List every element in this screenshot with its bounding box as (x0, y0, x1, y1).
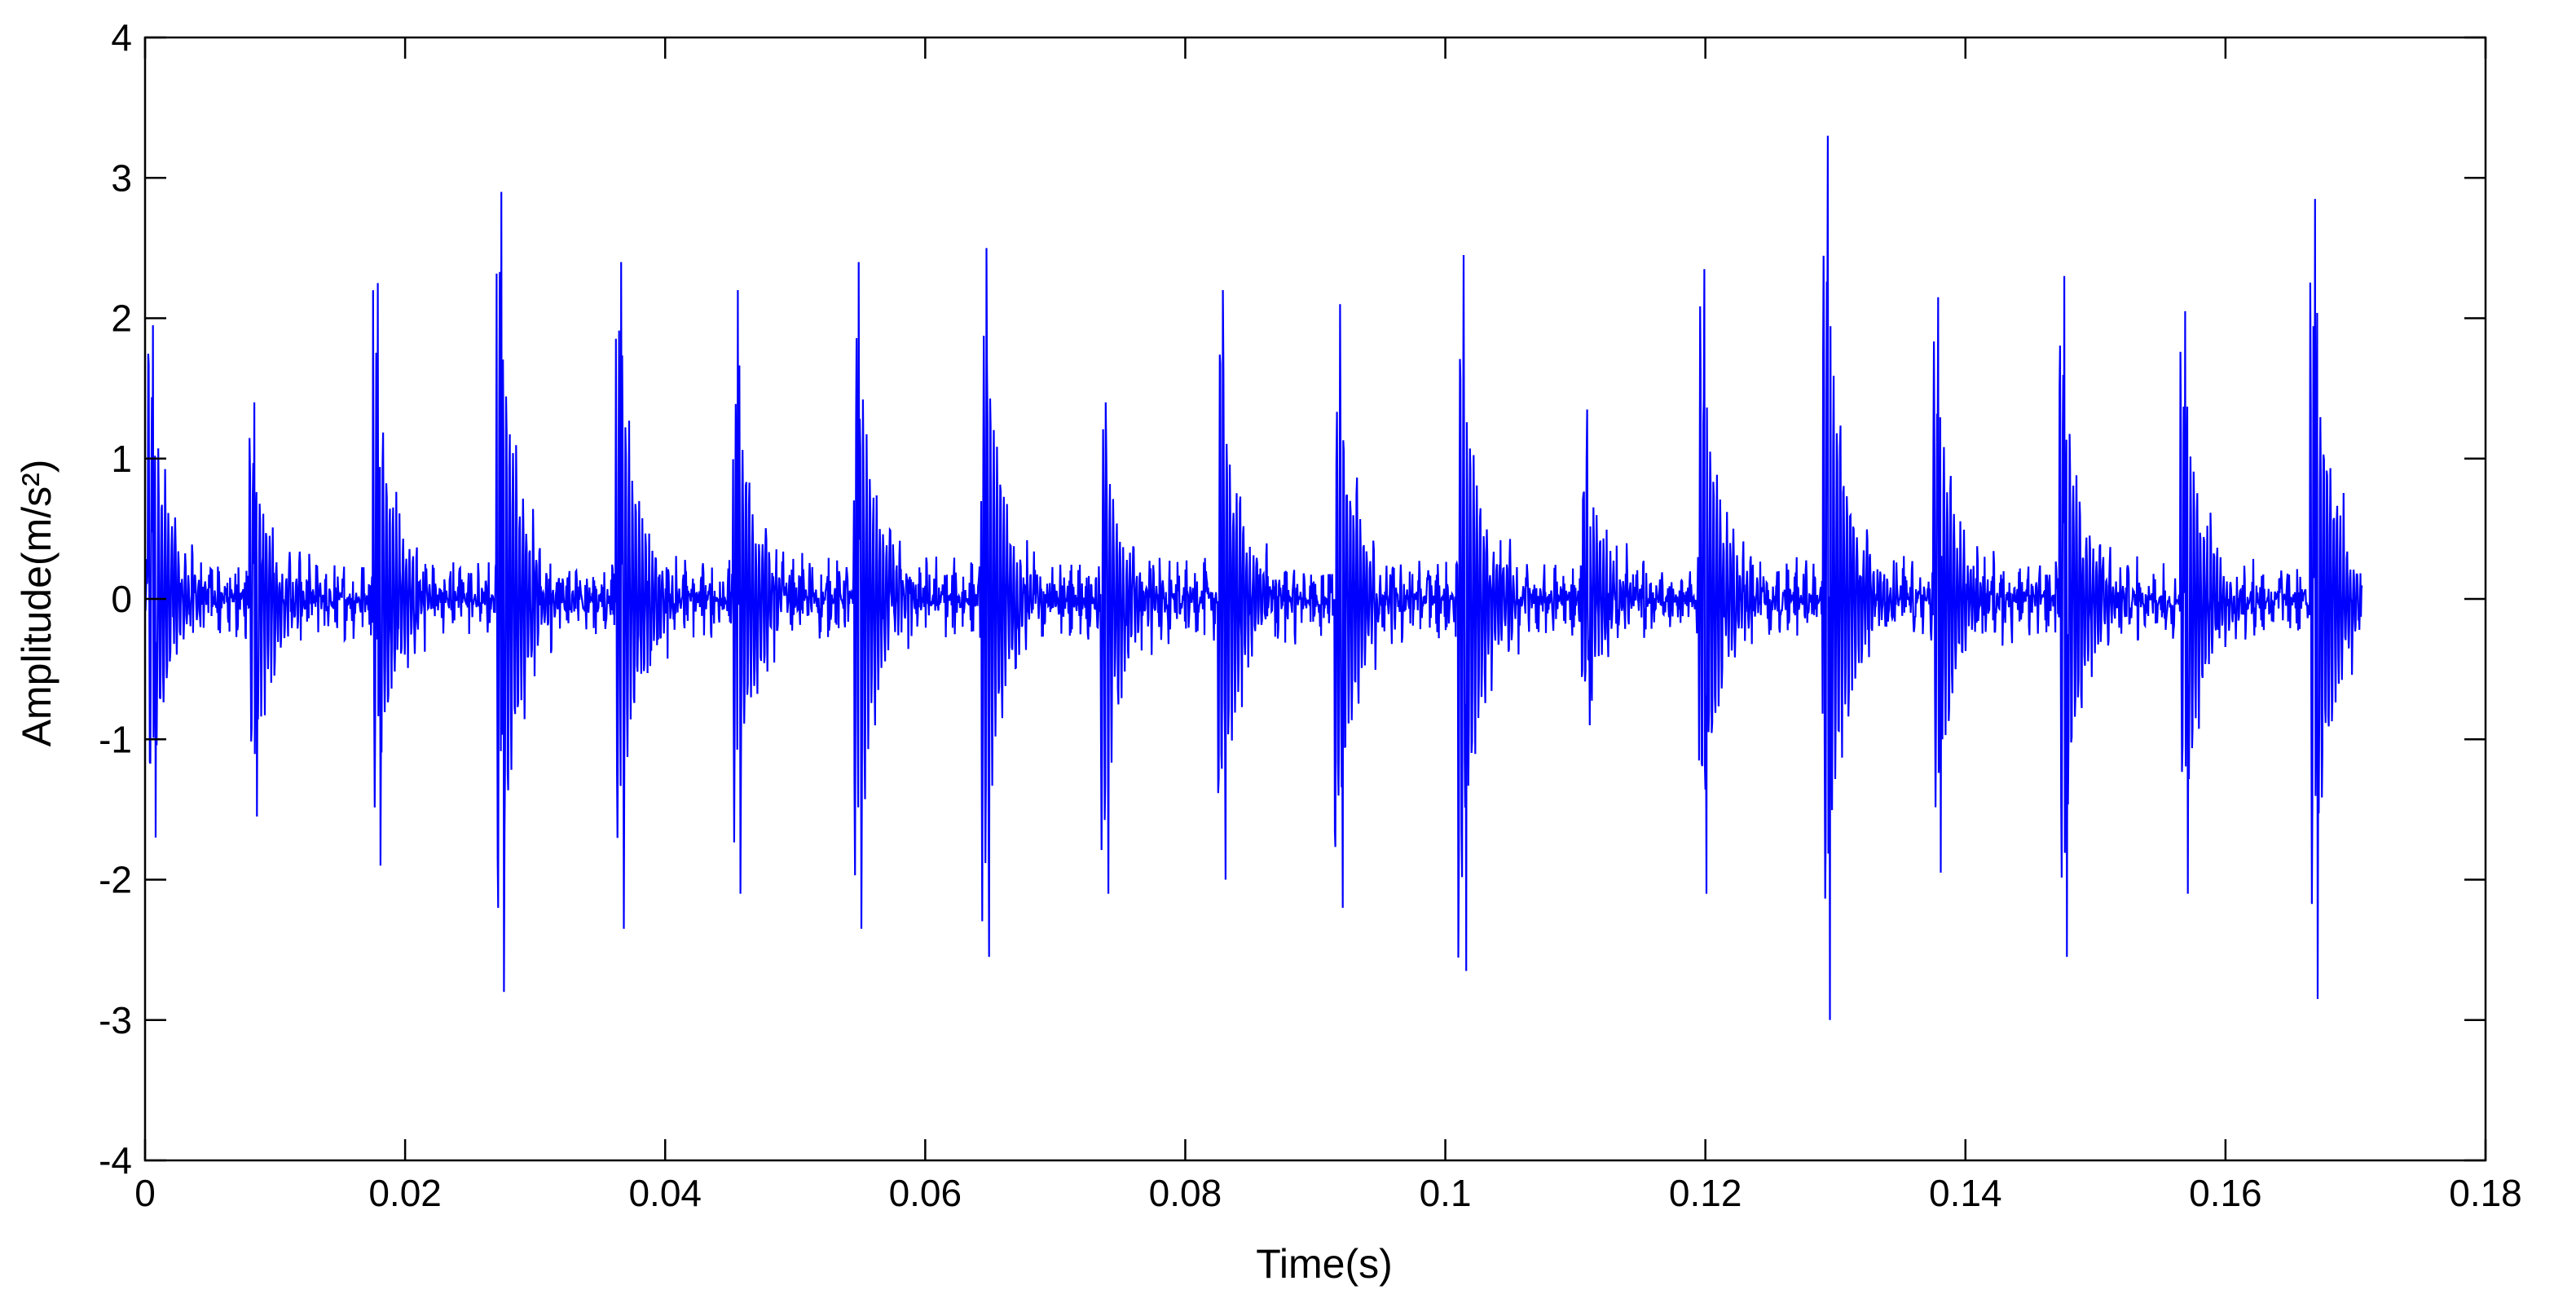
y-tick-label: -3 (99, 999, 132, 1041)
x-tick-label: 0.08 (1149, 1172, 1222, 1214)
y-axis-label: Amplitude(m/s²) (14, 460, 59, 747)
x-tick-label: 0.06 (889, 1172, 962, 1214)
y-tick-label: 3 (111, 156, 132, 199)
x-tick-label: 0.12 (1669, 1172, 1742, 1214)
x-tick-label: 0.14 (1929, 1172, 2002, 1214)
x-tick-label: 0.04 (628, 1172, 702, 1214)
y-tick-label: 4 (111, 16, 132, 59)
y-axis: -4 -3 -2 -1 0 1 2 3 4 (99, 16, 2486, 1182)
x-tick-label: 0.16 (2189, 1172, 2262, 1214)
x-axis: 0 0.02 0.04 0.06 0.08 0.1 0.12 0.14 0.16 0.18 (134, 37, 2522, 1214)
x-tick-label: 0.02 (368, 1172, 442, 1214)
signal-line (143, 135, 2363, 1020)
x-tick-label: 0.18 (2449, 1172, 2522, 1214)
y-tick-label: 0 (111, 578, 132, 620)
y-tick-label: 2 (111, 297, 132, 340)
y-tick-label: -2 (99, 859, 132, 901)
x-axis-label: Time(s) (1256, 1241, 1393, 1287)
y-tick-label: -4 (99, 1139, 132, 1182)
x-tick-label: 0 (134, 1172, 156, 1214)
y-tick-label: -1 (99, 718, 132, 760)
y-tick-label: 1 (111, 438, 132, 480)
x-tick-label: 0.1 (1420, 1172, 1472, 1214)
